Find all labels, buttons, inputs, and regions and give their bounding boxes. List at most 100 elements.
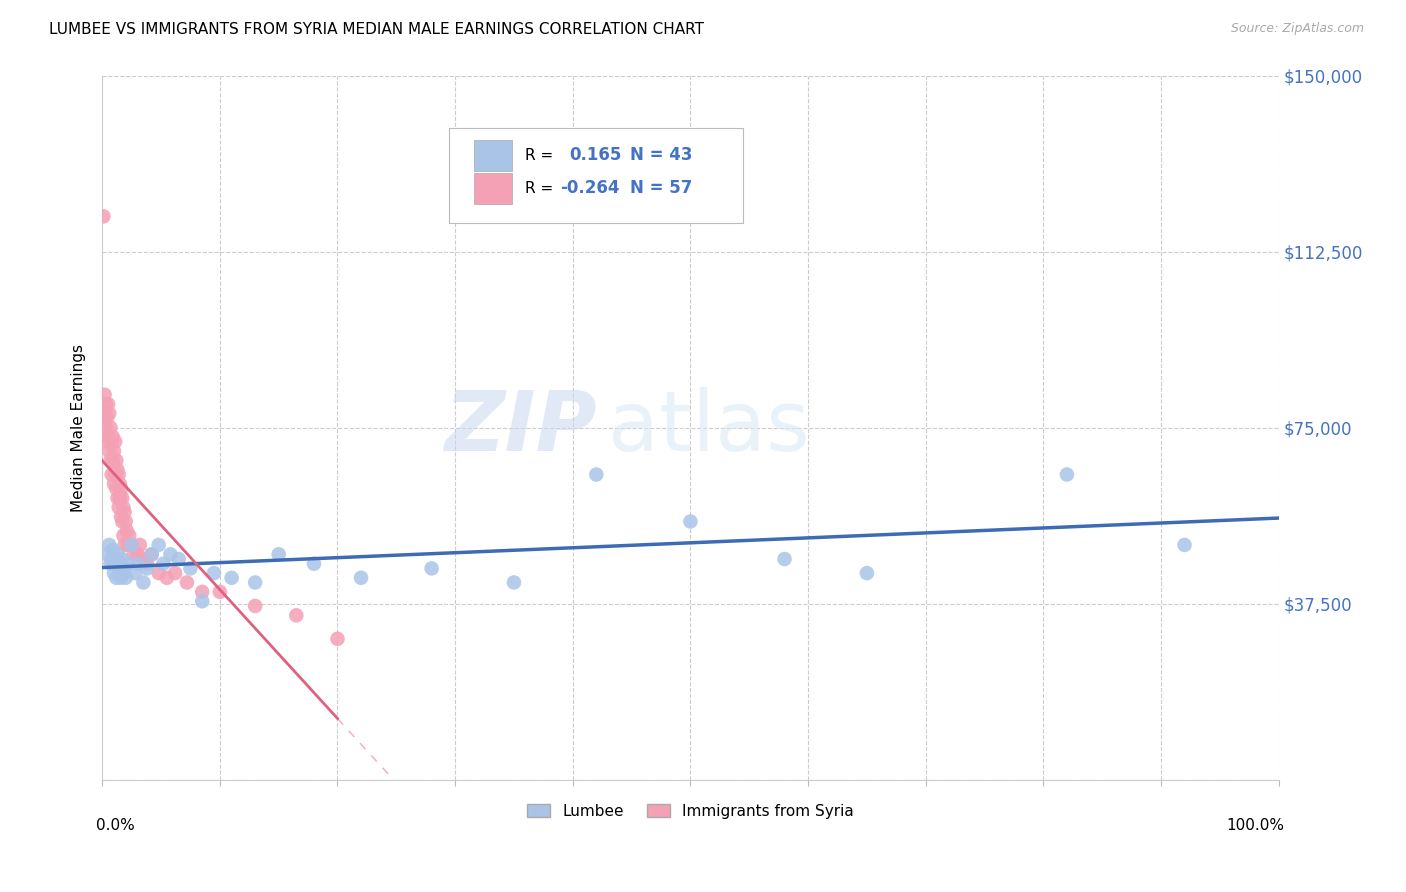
Point xyxy=(103,476,125,491)
Point xyxy=(110,509,132,524)
Point xyxy=(105,453,128,467)
Point xyxy=(107,561,129,575)
Point xyxy=(107,500,129,515)
Point xyxy=(110,571,132,585)
Text: ZIP: ZIP xyxy=(444,387,596,468)
Point xyxy=(97,397,120,411)
Point xyxy=(96,411,118,425)
Point xyxy=(107,463,129,477)
Point xyxy=(117,538,139,552)
Point xyxy=(148,538,170,552)
Point xyxy=(243,575,266,590)
Point xyxy=(167,552,190,566)
Point xyxy=(101,453,124,467)
FancyBboxPatch shape xyxy=(474,139,512,170)
Point xyxy=(132,552,155,566)
Point xyxy=(128,538,150,552)
Point xyxy=(100,467,122,482)
Point xyxy=(114,505,136,519)
Point xyxy=(114,515,136,529)
Point xyxy=(108,491,131,505)
Point xyxy=(585,467,607,482)
Point xyxy=(121,538,143,552)
Point xyxy=(243,599,266,613)
Text: Source: ZipAtlas.com: Source: ZipAtlas.com xyxy=(1230,22,1364,36)
Point xyxy=(100,420,122,434)
Point xyxy=(302,557,325,571)
Point xyxy=(93,388,115,402)
Text: 100.0%: 100.0% xyxy=(1226,818,1285,833)
Point xyxy=(127,547,149,561)
Point xyxy=(111,491,134,505)
Point xyxy=(108,476,131,491)
Point xyxy=(122,547,145,561)
Point xyxy=(94,397,117,411)
Point xyxy=(96,434,118,449)
Point xyxy=(105,482,128,496)
Point xyxy=(104,434,127,449)
Point xyxy=(114,571,136,585)
Point xyxy=(503,575,526,590)
Point xyxy=(100,434,122,449)
Point xyxy=(101,542,124,557)
Y-axis label: Median Male Earnings: Median Male Earnings xyxy=(72,343,86,512)
Point xyxy=(98,538,121,552)
Point xyxy=(117,557,139,571)
Legend: Lumbee, Immigrants from Syria: Lumbee, Immigrants from Syria xyxy=(522,797,859,825)
Point xyxy=(159,547,181,561)
Point xyxy=(111,552,134,566)
Point xyxy=(773,552,796,566)
Point xyxy=(98,407,121,421)
Point xyxy=(1173,538,1195,552)
Text: R =: R = xyxy=(524,181,558,195)
Text: atlas: atlas xyxy=(607,387,810,468)
Point xyxy=(107,491,129,505)
Point xyxy=(165,566,187,580)
Point xyxy=(103,444,125,458)
Point xyxy=(93,210,115,224)
Point xyxy=(108,557,131,571)
Point xyxy=(191,594,214,608)
Point xyxy=(350,571,373,585)
Point xyxy=(97,430,120,444)
Point xyxy=(100,453,122,467)
Point xyxy=(107,467,129,482)
Point xyxy=(100,552,122,566)
Point xyxy=(93,407,115,421)
Point xyxy=(104,557,127,571)
Point xyxy=(114,561,136,575)
Point xyxy=(191,585,214,599)
Point xyxy=(127,557,149,571)
Point xyxy=(114,538,136,552)
Point xyxy=(135,557,157,571)
Point xyxy=(326,632,349,646)
Point xyxy=(179,561,201,575)
Point xyxy=(202,566,225,580)
Text: N = 57: N = 57 xyxy=(630,179,693,197)
Point xyxy=(121,538,143,552)
FancyBboxPatch shape xyxy=(474,173,512,203)
Point xyxy=(176,575,198,590)
Point xyxy=(104,467,127,482)
Point xyxy=(94,420,117,434)
Text: LUMBEE VS IMMIGRANTS FROM SYRIA MEDIAN MALE EARNINGS CORRELATION CHART: LUMBEE VS IMMIGRANTS FROM SYRIA MEDIAN M… xyxy=(49,22,704,37)
Point xyxy=(208,585,231,599)
Text: 0.0%: 0.0% xyxy=(97,818,135,833)
Point xyxy=(100,557,122,571)
FancyBboxPatch shape xyxy=(450,128,744,223)
Text: R =: R = xyxy=(524,147,558,162)
Point xyxy=(98,444,121,458)
Point xyxy=(141,547,163,561)
Point xyxy=(679,515,702,529)
Point xyxy=(112,566,135,580)
Point xyxy=(856,566,879,580)
Point xyxy=(96,547,118,561)
Point xyxy=(285,608,308,623)
Point xyxy=(103,566,125,580)
Point xyxy=(267,547,290,561)
Point xyxy=(112,500,135,515)
Point xyxy=(118,528,141,542)
Point xyxy=(221,571,243,585)
Point xyxy=(105,571,128,585)
Point xyxy=(124,566,146,580)
